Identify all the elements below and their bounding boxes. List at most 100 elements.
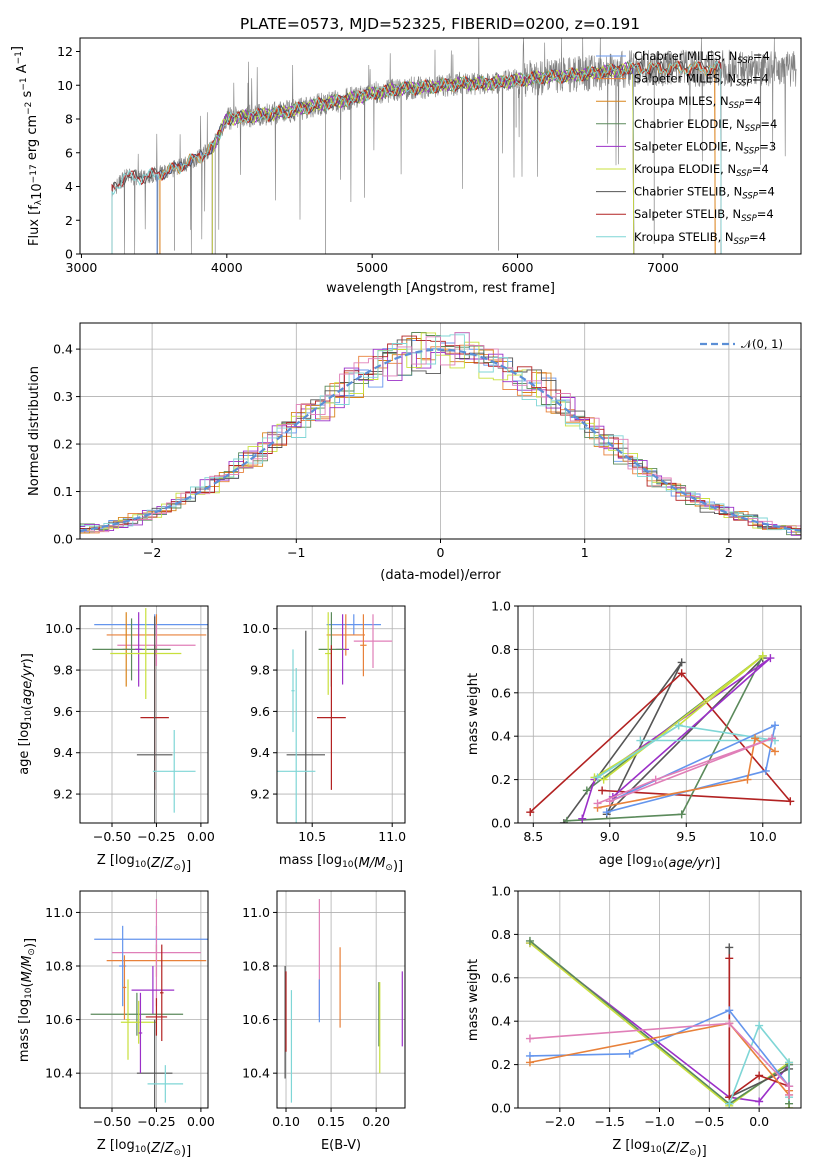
legend-label: Kroupa ELODIE, NSSP=4 — [634, 162, 769, 179]
y-tick-label: 0.4 — [491, 729, 511, 744]
y-tick-label: 0.0 — [491, 1101, 511, 1116]
spectrum-marks — [111, 37, 797, 255]
y-tick-label: 10.4 — [242, 1066, 270, 1081]
y-tick-label: 0 — [65, 247, 73, 262]
weight-marker — [755, 1021, 764, 1030]
y-tick-label: 9.6 — [53, 704, 73, 719]
weight-line-0 — [529, 942, 790, 1103]
y-tick-label: 0.8 — [491, 927, 511, 942]
residual-xlabel: (data-model)/error — [380, 568, 501, 583]
x-tick-label: −0.5 — [694, 1114, 724, 1129]
weight-marker — [525, 1058, 534, 1067]
mass-vs-Z-panel: −0.50 −0.25 0.00 10.4 10.6 10.8 11.0 Z [log10(Z… — [17, 890, 215, 1159]
weight-line-6 — [529, 1009, 790, 1087]
y-tick-label: 10.8 — [45, 959, 73, 974]
y-tick-label: 0.3 — [53, 389, 73, 404]
x-tick-label: 11.0 — [378, 829, 406, 844]
y-tick-label: 8 — [65, 112, 73, 127]
weight-marker — [758, 651, 767, 660]
y-tick-label: 9.2 — [53, 787, 73, 802]
weight-line-8 — [597, 737, 773, 805]
x-tick-label: 0.10 — [272, 1114, 300, 1129]
y-tick-label: 0.8 — [491, 642, 511, 657]
mass-vs-ebv-panel: 0.10 0.15 0.20 10.4 10.6 10.8 11.0 E(B-V) — [242, 890, 406, 1153]
weight-marker — [725, 1006, 734, 1015]
spectrum-frame — [79, 37, 802, 255]
y-tick-label: 0.0 — [491, 816, 511, 831]
legend-label: Chabrier MILES, NSSP=4 — [634, 49, 770, 66]
weight-marker — [582, 786, 591, 795]
legend-label: Kroupa MILES, NSSP=4 — [634, 94, 761, 111]
massz-xlabel: Z [log10(Z/Z⊙)] — [97, 1138, 191, 1159]
model-line-4 — [211, 61, 635, 255]
y-tick-label: 9.4 — [250, 745, 270, 760]
weight-marker — [725, 954, 734, 963]
weight-vs-age-frame — [517, 605, 802, 824]
weight-line-5 — [597, 724, 776, 779]
residuals-panel: −2 −1 0 1 2 0.0 0.1 0.2 0.3 0.4 𝒩(0, 1) (data-model… — [27, 322, 802, 583]
age-vs-Z-panel: −0.50 −0.25 0.00 9.2 9.4 9.6 9.8 10.0 Z [log10(Z… — [17, 605, 215, 874]
weight-marker — [599, 775, 608, 784]
y-tick-label: 9.8 — [53, 663, 73, 678]
weight-marker — [743, 775, 752, 784]
weight-marker — [755, 1097, 764, 1106]
model-line-6 — [111, 60, 722, 255]
y-tick-label: 9.4 — [53, 745, 73, 760]
spectrum-xlabel: wavelength [Angstrom, rest frame] — [326, 281, 555, 296]
weight-marker — [677, 669, 686, 678]
weight-marker — [651, 775, 660, 784]
spectrum-ylabel: Flux [fλ10−17 erg cm−2 s−1 A−1] — [10, 46, 45, 246]
spectrum-panel: 3000 4000 5000 6000 7000 0 2 4 6 8 10 12 wavelength … — [10, 37, 802, 296]
legend-label: 𝒩(0, 1) — [741, 337, 783, 351]
y-tick-label: 0.4 — [491, 1014, 511, 1029]
x-tick-label: 6000 — [502, 260, 534, 275]
weight-marker — [761, 766, 770, 775]
x-tick-label: 5000 — [356, 260, 388, 275]
x-tick-label: 9.5 — [676, 829, 696, 844]
y-tick-label: 0.0 — [53, 532, 73, 547]
y-tick-label: 4 — [65, 179, 73, 194]
x-tick-label: −1.5 — [594, 1114, 624, 1129]
x-tick-label: 8.5 — [523, 829, 543, 844]
weight-marker — [605, 797, 614, 806]
weight-marker — [785, 1058, 794, 1067]
y-tick-label: 0.2 — [491, 772, 511, 787]
y-tick-label: 2 — [65, 213, 73, 228]
x-tick-label: 1 — [581, 545, 589, 560]
model-line-7 — [111, 60, 722, 255]
legend-label: Salpeter ELODIE, NSSP=3 — [634, 139, 776, 156]
y-tick-label: 10.6 — [45, 1012, 73, 1027]
x-tick-label: 0.20 — [362, 1114, 390, 1129]
y-tick-label: 9.6 — [250, 704, 270, 719]
x-tick-label: 7000 — [647, 260, 679, 275]
wage-xlabel: age [log10(age/yr)] — [599, 853, 721, 871]
x-tick-label: 2 — [725, 545, 733, 560]
weight-marker — [602, 808, 611, 817]
weight-marker — [674, 721, 683, 730]
legend-label: Salpeter STELIB, NSSP=4 — [634, 207, 774, 224]
y-tick-label: 6 — [65, 145, 73, 160]
weight-marker — [751, 734, 760, 743]
mass-vs-Z-marks — [90, 899, 208, 1108]
weight-marker — [770, 747, 779, 756]
x-tick-label: 3000 — [66, 260, 98, 275]
histogram-step-9 — [80, 331, 801, 533]
y-tick-label: 0.2 — [53, 437, 73, 452]
spectrum-legend: Chabrier MILES, NSSP=4 Salpeter MILES, NS… — [596, 49, 777, 247]
weight-marker — [770, 721, 779, 730]
y-tick-label: 10.6 — [242, 1012, 270, 1027]
wz-ylabel: mass weight — [466, 959, 481, 1041]
x-tick-label: 0.0 — [749, 1114, 769, 1129]
legend-label: Salpeter MILES, NSSP=4 — [634, 72, 769, 89]
y-tick-label: 10.8 — [242, 959, 270, 974]
weight-marker — [636, 736, 645, 745]
x-tick-label: 0.15 — [317, 1114, 345, 1129]
weight-line-4 — [594, 655, 764, 781]
x-tick-label: −0.50 — [93, 1114, 131, 1129]
x-tick-label: −0.50 — [93, 829, 131, 844]
x-tick-label: 0 — [437, 545, 445, 560]
y-tick-label: 0.2 — [491, 1057, 511, 1072]
weight-marker — [625, 1049, 634, 1058]
x-tick-label: 10.0 — [749, 829, 777, 844]
weight-marker — [525, 1034, 534, 1043]
